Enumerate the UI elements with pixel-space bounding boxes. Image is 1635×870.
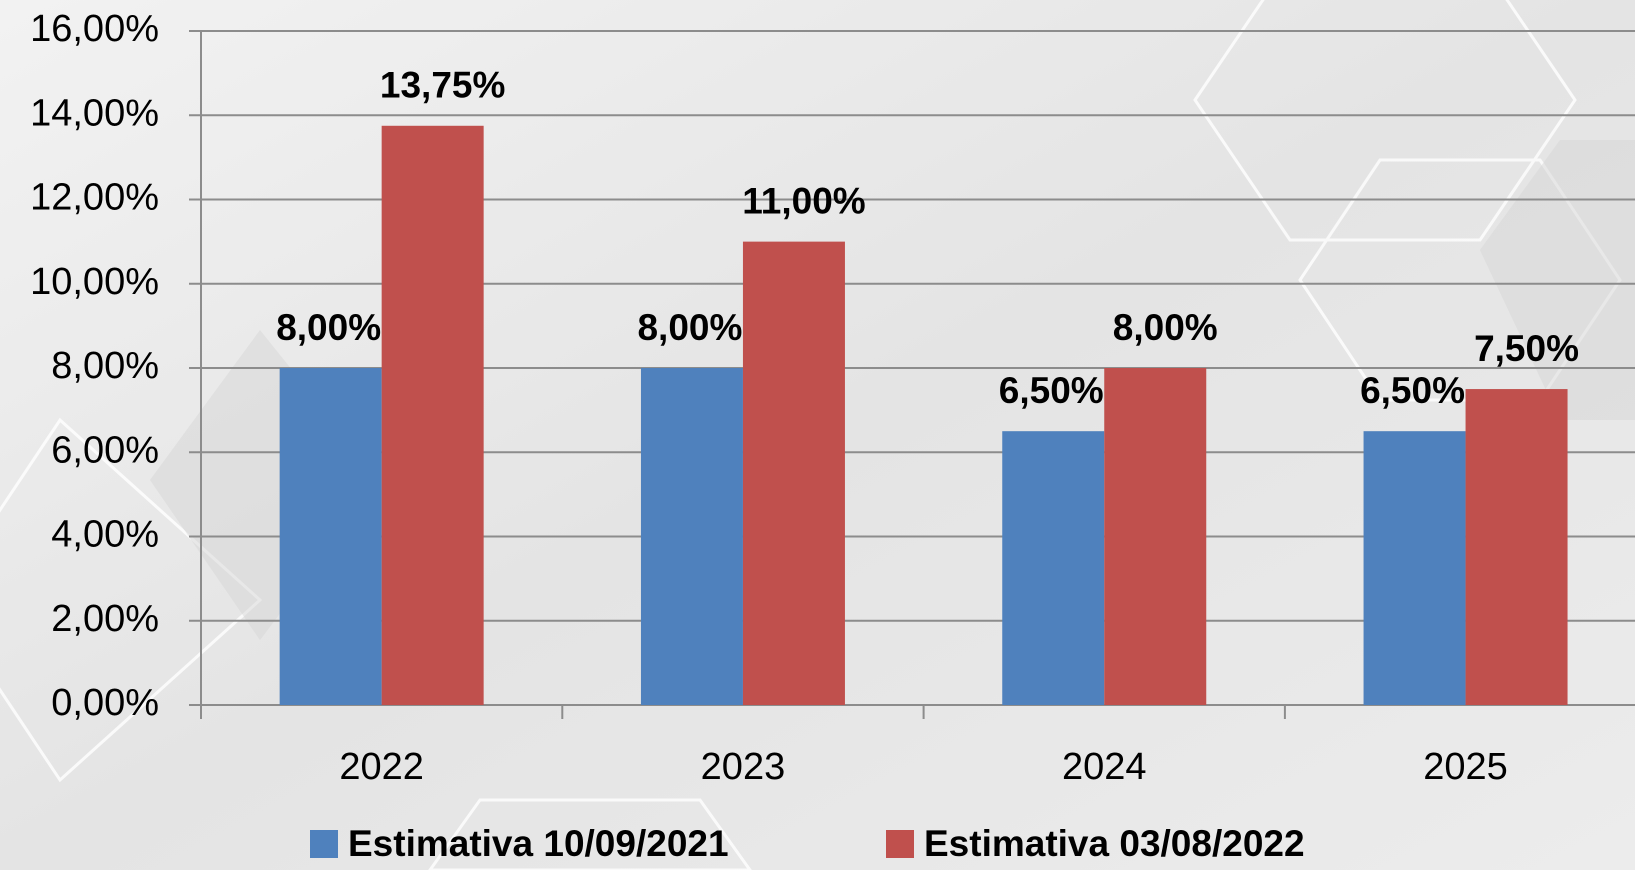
data-label: 8,00%: [276, 307, 381, 348]
legend-swatch: [886, 830, 914, 858]
legend-swatch: [310, 830, 338, 858]
x-tick-label: 2025: [1423, 746, 1508, 788]
y-tick-label: 12,00%: [30, 177, 159, 219]
bar: [1363, 431, 1466, 705]
x-tick-label: 2022: [339, 746, 424, 788]
legend-label: Estimativa 10/09/2021: [348, 823, 729, 864]
bar: [279, 368, 382, 705]
decor-shapes: [150, 140, 1635, 640]
bar: [1002, 431, 1105, 705]
data-label: 11,00%: [742, 180, 865, 221]
bar: [1465, 389, 1568, 705]
y-tick-label: 0,00%: [51, 682, 159, 724]
bar: [381, 125, 484, 705]
y-tick-label: 4,00%: [51, 514, 159, 556]
data-label: 7,50%: [1474, 328, 1579, 369]
y-tick-label: 2,00%: [51, 598, 159, 640]
y-tick-label: 8,00%: [51, 345, 159, 387]
data-label: 6,50%: [999, 370, 1104, 411]
data-label: 13,75%: [380, 65, 506, 106]
data-label: 6,50%: [1360, 370, 1465, 411]
legend-label: Estimativa 03/08/2022: [924, 823, 1305, 864]
y-tick-label: 14,00%: [30, 92, 159, 134]
bar: [742, 241, 845, 705]
data-label: 8,00%: [637, 307, 742, 348]
y-tick-label: 6,00%: [51, 429, 159, 471]
x-tick-label: 2023: [701, 746, 786, 788]
bar: [1104, 368, 1207, 705]
data-label: 8,00%: [1113, 307, 1218, 348]
bar: [640, 368, 743, 705]
y-tick-label: 16,00%: [30, 8, 159, 50]
x-tick-label: 2024: [1062, 746, 1147, 788]
y-tick-label: 10,00%: [30, 261, 159, 303]
